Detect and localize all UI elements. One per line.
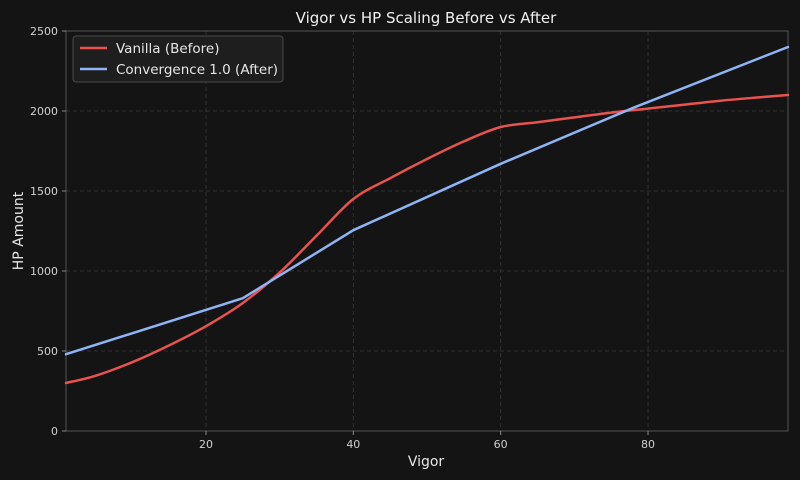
x-tick-label: 60 bbox=[494, 438, 508, 451]
y-tick-label: 500 bbox=[37, 345, 58, 358]
y-tick-label: 0 bbox=[51, 425, 58, 438]
y-tick-label: 2000 bbox=[30, 105, 58, 118]
y-axis-ticks: 0 500 1000 1500 2000 2500 bbox=[30, 25, 66, 438]
chart-title: Vigor vs HP Scaling Before vs After bbox=[296, 9, 558, 27]
x-axis-label: Vigor bbox=[408, 454, 445, 470]
legend-label-vanilla: Vanilla (Before) bbox=[116, 41, 220, 57]
plot-frame bbox=[65, 30, 789, 432]
legend-label-convergence: Convergence 1.0 (After) bbox=[116, 62, 278, 78]
x-axis-ticks: 20 40 60 80 bbox=[199, 431, 655, 451]
legend-box bbox=[72, 35, 284, 83]
x-tick-label: 80 bbox=[641, 438, 655, 451]
y-axis-label: HP Amount bbox=[11, 191, 27, 270]
series-line-vanilla bbox=[64, 93, 790, 385]
x-tick-label: 40 bbox=[346, 438, 360, 451]
series-layer bbox=[64, 45, 790, 385]
legend: Vanilla (Before) Convergence 1.0 (After) bbox=[72, 35, 284, 83]
x-tick-label: 20 bbox=[199, 438, 213, 451]
y-tick-label: 1500 bbox=[30, 185, 58, 198]
series-line-convergence bbox=[64, 45, 790, 356]
y-tick-label: 2500 bbox=[30, 25, 58, 38]
y-tick-label: 1000 bbox=[30, 265, 58, 278]
